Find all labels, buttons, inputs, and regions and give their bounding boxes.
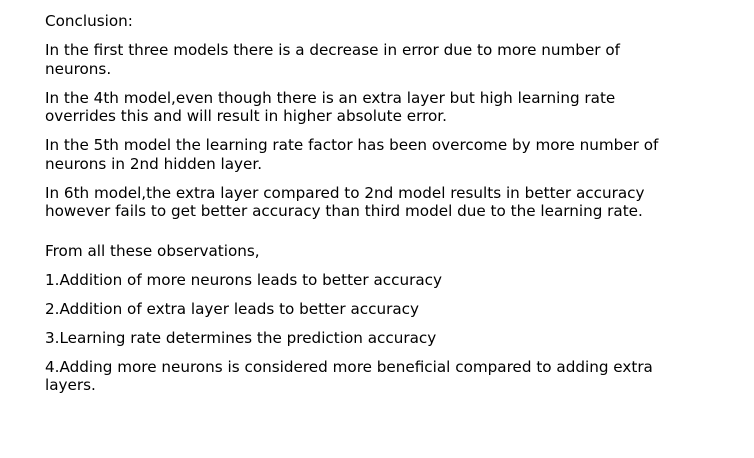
- observation-item-1: 1.Addition of more neurons leads to bett…: [45, 270, 442, 289]
- conclusion-heading: Conclusion:: [45, 12, 133, 30]
- observation-item-2: 2.Addition of extra layer leads to bette…: [45, 299, 419, 318]
- paragraph-5th-model: In the 5th model the learning rate facto…: [45, 136, 659, 173]
- paragraph-6th-model: In 6th model,the extra layer compared to…: [45, 183, 645, 221]
- document-body: Conclusion: In the first three models th…: [45, 12, 685, 405]
- observations-intro: From all these observations,: [45, 241, 260, 260]
- paragraph-first-three-models: In the first three models there is a dec…: [45, 41, 620, 78]
- observation-item-4: 4.Adding more neurons is considered more…: [45, 357, 653, 395]
- paragraph-4th-model: In the 4th model,even though there is an…: [45, 88, 616, 126]
- observation-item-3: 3.Learning rate determines the predictio…: [45, 328, 437, 347]
